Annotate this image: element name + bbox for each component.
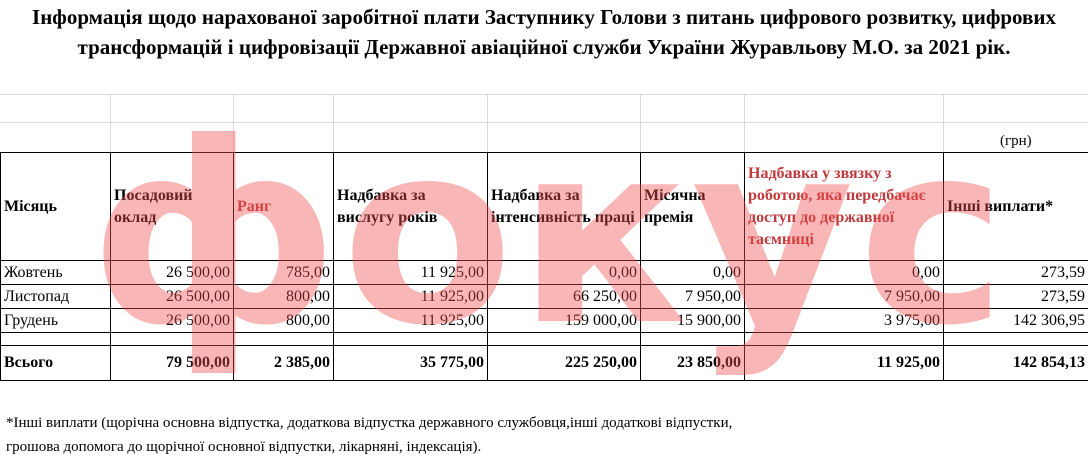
total-bonus: 23 850,00 (641, 346, 745, 381)
cell-intensity: 0,00 (488, 261, 641, 285)
cell-rank: 800,00 (234, 309, 334, 333)
table-total-row: Всього 79 500,00 2 385,00 35 775,00 225 … (1, 346, 1088, 381)
grid-line (487, 94, 488, 152)
salary-table: Місяць Посадовий оклад Ранг Надбавка за … (0, 152, 1088, 381)
total-rank: 2 385,00 (234, 346, 334, 381)
cell-seniority: 11 925,00 (334, 285, 488, 309)
table-spacer-row (1, 333, 1088, 346)
header-salary: Посадовий оклад (111, 153, 234, 261)
cell-other: 273,59 (944, 261, 1088, 285)
cell-month: Грудень (1, 309, 111, 333)
cell-secret: 7 950,00 (745, 285, 944, 309)
grid-line (0, 122, 1088, 123)
total-intensity: 225 250,00 (488, 346, 641, 381)
table-row: Жовтень 26 500,00 785,00 11 925,00 0,00 … (1, 261, 1088, 285)
cell-salary: 26 500,00 (111, 285, 234, 309)
document-title: Інформація щодо нарахованої заробітної п… (0, 2, 1088, 62)
cell-bonus: 7 950,00 (641, 285, 745, 309)
currency-unit: (грн) (1000, 133, 1032, 150)
header-rank: Ранг (234, 153, 334, 261)
header-bonus: Місячна премія (641, 153, 745, 261)
footnote-line-2: грошова допомога до щорічної основної ві… (6, 435, 732, 459)
cell-seniority: 11 925,00 (334, 309, 488, 333)
table-row: Грудень 26 500,00 800,00 11 925,00 159 0… (1, 309, 1088, 333)
footnote: *Інші виплати (щорічна основна відпустка… (6, 411, 732, 459)
cell-rank: 785,00 (234, 261, 334, 285)
cell-secret: 0,00 (745, 261, 944, 285)
cell-other: 273,59 (944, 285, 1088, 309)
cell-salary: 26 500,00 (111, 309, 234, 333)
header-other: Інші виплати* (944, 153, 1088, 261)
total-label: Всього (1, 346, 111, 381)
footnote-line-1: *Інші виплати (щорічна основна відпустка… (6, 411, 732, 435)
cell-intensity: 159 000,00 (488, 309, 641, 333)
cell-month: Жовтень (1, 261, 111, 285)
grid-line (110, 94, 111, 152)
cell-bonus: 15 900,00 (641, 309, 745, 333)
total-secret: 11 925,00 (745, 346, 944, 381)
cell-salary: 26 500,00 (111, 261, 234, 285)
grid-line (233, 94, 234, 152)
header-secret-access: Надбавка у звязку з роботою, яка передба… (745, 153, 944, 261)
table-header-row: Місяць Посадовий оклад Ранг Надбавка за … (1, 153, 1088, 261)
header-intensity: Надбавка за інтенсивність праці (488, 153, 641, 261)
table-row: Листопад 26 500,00 800,00 11 925,00 66 2… (1, 285, 1088, 309)
header-month: Місяць (1, 153, 111, 261)
grid-line (333, 94, 334, 152)
cell-bonus: 0,00 (641, 261, 745, 285)
total-salary: 79 500,00 (111, 346, 234, 381)
grid-line (640, 94, 641, 152)
cell-month: Листопад (1, 285, 111, 309)
header-seniority: Надбавка за вислугу років (334, 153, 488, 261)
total-seniority: 35 775,00 (334, 346, 488, 381)
cell-intensity: 66 250,00 (488, 285, 641, 309)
cell-other: 142 306,95 (944, 309, 1088, 333)
grid-line (744, 94, 745, 152)
cell-rank: 800,00 (234, 285, 334, 309)
grid-line (943, 94, 944, 152)
cell-seniority: 11 925,00 (334, 261, 488, 285)
cell-secret: 3 975,00 (745, 309, 944, 333)
grid-line (0, 94, 1088, 95)
total-other: 142 854,13 (944, 346, 1088, 381)
